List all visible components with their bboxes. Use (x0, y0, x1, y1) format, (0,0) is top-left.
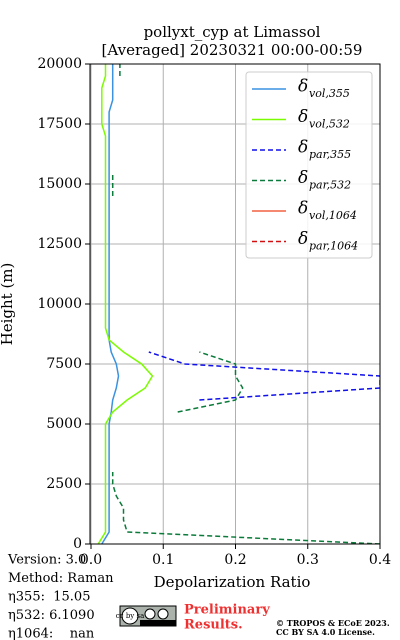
y-axis-label: Height (m) (0, 263, 16, 346)
note: η355: 15.05 (8, 590, 90, 605)
legend-label: δ (298, 77, 308, 97)
legend-label: δ (298, 138, 308, 158)
preliminary-text: Preliminary (184, 603, 270, 618)
y-tick-label: 20000 (37, 56, 82, 72)
y-tick-label: 10000 (37, 296, 82, 312)
x-tick-label: 0.1 (152, 552, 174, 568)
preliminary-text: Results. (184, 618, 243, 633)
logo-text: cc by sa (116, 612, 145, 620)
x-tick-label: 0.4 (369, 552, 391, 568)
chart-title: pollyxt_cyp at Limassol (144, 23, 321, 41)
y-tick-label: 7500 (46, 356, 82, 372)
note: Method: Raman (8, 571, 114, 586)
x-axis-label: Depolarization Ratio (154, 573, 311, 591)
legend-label-sub: vol,355 (309, 87, 350, 100)
legend-label: δ (298, 168, 308, 188)
note: η532: 6.1090 (8, 608, 95, 623)
profile-line (97, 64, 154, 544)
copyright: © TROPOS & ECoE 2023. (276, 618, 390, 628)
profile-line (111, 64, 380, 544)
legend-label: δ (298, 107, 308, 127)
legend-label: δ (298, 199, 308, 219)
note: Version: 3.0 (7, 553, 86, 568)
y-tick-label: 2500 (46, 476, 82, 492)
y-tick-label: 0 (73, 536, 82, 552)
legend-label-sub: vol,532 (309, 118, 350, 131)
profile-line (101, 64, 120, 544)
cc-logo (119, 605, 177, 627)
x-tick-label: 0.2 (224, 552, 246, 568)
legend-label: δ (298, 229, 308, 249)
x-tick-label: 0.0 (80, 552, 102, 568)
y-tick-label: 12500 (37, 236, 82, 252)
copyright: CC BY SA 4.0 License. (276, 627, 375, 637)
legend-label-sub: vol,1064 (309, 209, 357, 222)
y-tick-label: 17500 (37, 116, 82, 132)
chart-subtitle: [Averaged] 20230321 00:00-00:59 (102, 41, 363, 59)
legend-label-sub: par,355 (309, 148, 351, 161)
y-tick-label: 5000 (46, 416, 82, 432)
x-tick-label: 0.3 (297, 552, 319, 568)
legend-label-sub: par,532 (309, 179, 351, 192)
plot-frame (89, 63, 381, 545)
note: η1064: nan (8, 627, 95, 640)
y-tick-label: 15000 (37, 176, 82, 192)
legend-label-sub: par,1064 (309, 240, 358, 253)
